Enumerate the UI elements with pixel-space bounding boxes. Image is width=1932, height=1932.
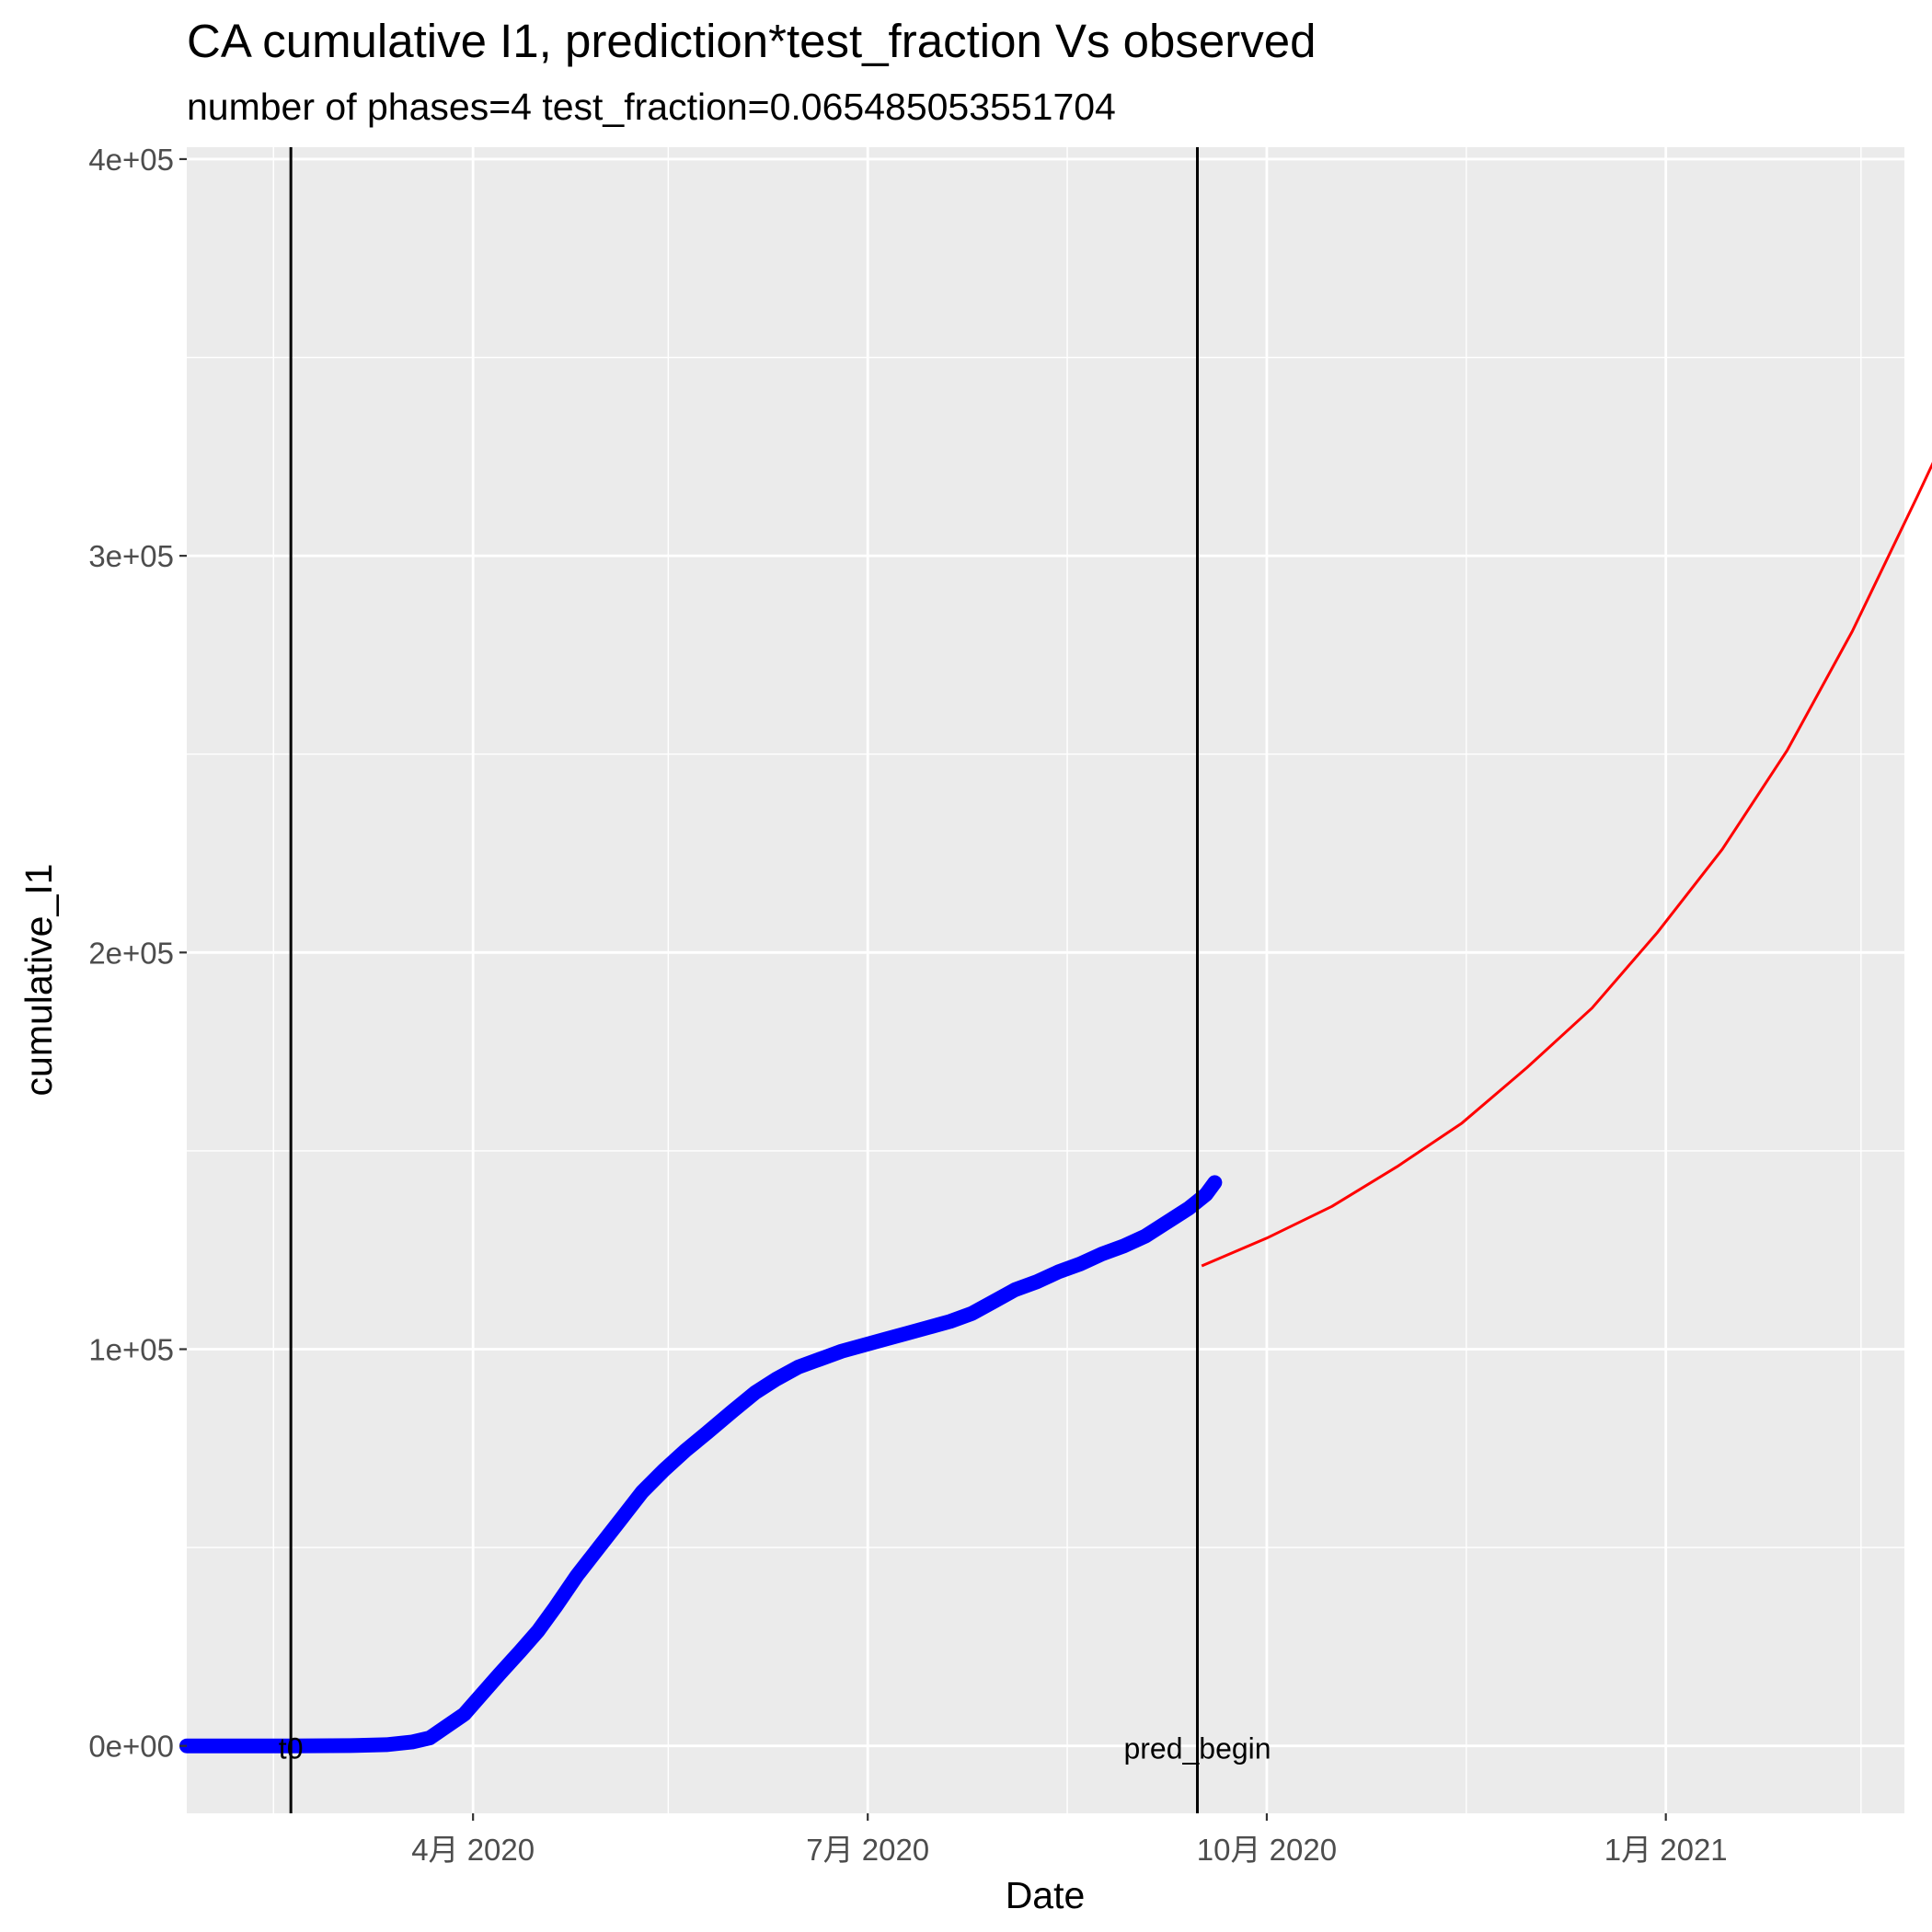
y-tick-label: 2e+05 xyxy=(88,936,174,970)
y-tick-label: 3e+05 xyxy=(88,539,174,573)
reference-lines: t0 pred_begin xyxy=(279,147,1271,1813)
y-axis-title: cumulative_I1 xyxy=(17,864,60,1097)
x-tick-label: 10月 2020 xyxy=(1197,1833,1337,1867)
y-tick-label: 4e+05 xyxy=(88,143,174,177)
x-axis-title: Date xyxy=(1006,1874,1086,1916)
y-tick-label: 1e+05 xyxy=(88,1333,174,1367)
observed-series-line xyxy=(179,1175,1223,1754)
plot-panel xyxy=(187,147,1904,1813)
x-tick-label: 1月 2021 xyxy=(1604,1833,1728,1867)
chart-subtitle: number of phases=4 test_fraction=0.06548… xyxy=(187,86,1116,128)
prediction-series-line xyxy=(1201,461,1932,1268)
axis-ticks: 4月 2020 7月 2020 10月 2020 1月 2021 0e+00 1e+05 2… xyxy=(88,143,1727,1867)
major-gridlines xyxy=(187,147,1904,1813)
x-tick-label: 4月 2020 xyxy=(411,1833,535,1867)
vline-label-pred-begin: pred_begin xyxy=(1123,1732,1271,1765)
y-tick-label: 0e+00 xyxy=(88,1730,174,1764)
chart-title: CA cumulative I1, prediction*test_fracti… xyxy=(187,15,1316,67)
x-tick-label: 7月 2020 xyxy=(806,1833,929,1867)
series-layer xyxy=(179,461,1932,1754)
vline-label-t0: t0 xyxy=(279,1732,304,1765)
